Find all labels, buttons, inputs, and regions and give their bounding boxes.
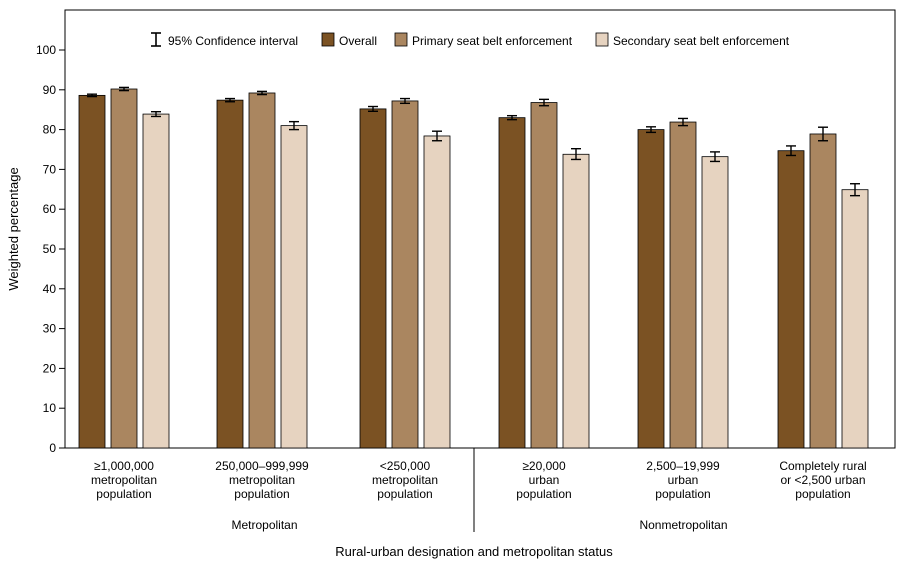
bar — [669, 121, 697, 449]
y-tick-label: 60 — [43, 202, 57, 216]
x-tick-label: metropolitan — [229, 473, 295, 487]
x-tick-label: population — [516, 487, 571, 501]
legend-swatch-secondary — [595, 32, 609, 47]
bar — [391, 100, 419, 449]
error-bar — [850, 183, 860, 197]
bar — [777, 150, 805, 449]
bar — [562, 153, 590, 449]
bar — [498, 117, 526, 449]
x-tick-label: ≥1,000,000 — [94, 459, 154, 473]
x-tick-label: urban — [668, 473, 699, 487]
error-bar — [257, 90, 267, 96]
bar — [280, 125, 308, 449]
bar — [701, 156, 729, 449]
bar — [248, 92, 276, 449]
y-axis-title: Weighted percentage — [6, 167, 21, 290]
y-tick-label: 100 — [36, 43, 56, 57]
y-tick-label: 70 — [43, 162, 57, 176]
legend-ci-icon — [151, 32, 161, 47]
group-label: Metropolitan — [231, 518, 297, 532]
x-tick-label: urban — [529, 473, 560, 487]
y-tick-label: 50 — [43, 242, 57, 256]
x-tick-label: population — [96, 487, 151, 501]
legend-label-primary: Primary seat belt enforcement — [412, 34, 573, 48]
error-bar — [539, 98, 549, 107]
x-tick-label: population — [655, 487, 710, 501]
x-tick-label: ≥20,000 — [522, 459, 566, 473]
error-bar — [151, 110, 161, 118]
error-bar — [571, 148, 581, 161]
error-bar — [87, 93, 97, 98]
x-axis: ≥1,000,000metropolitanpopulation250,000–… — [91, 459, 867, 501]
legend-swatch-primary — [394, 32, 408, 47]
error-bar — [678, 117, 688, 127]
bars — [78, 88, 869, 449]
error-bar — [225, 97, 235, 103]
bar — [841, 189, 869, 449]
error-bar — [818, 126, 828, 142]
bar — [110, 88, 138, 449]
plot-frame — [64, 9, 896, 449]
x-tick-label: Completely rural — [779, 459, 866, 473]
x-tick-label: 2,500–19,999 — [646, 459, 720, 473]
y-tick-label: 90 — [43, 83, 57, 97]
y-tick-label: 80 — [43, 123, 57, 137]
error-bar — [646, 126, 656, 134]
y-tick-label: 10 — [43, 401, 57, 415]
bar — [359, 108, 387, 449]
error-bar — [786, 145, 796, 157]
x-tick-label: metropolitan — [91, 473, 157, 487]
group-labels: Metropolitan Nonmetropolitan — [231, 518, 727, 532]
group-label: Nonmetropolitan — [639, 518, 727, 532]
error-bar — [710, 151, 720, 163]
bar — [423, 135, 451, 449]
x-tick-label: population — [234, 487, 289, 501]
y-tick-label: 40 — [43, 282, 57, 296]
bar — [142, 113, 170, 449]
x-tick-label: population — [377, 487, 432, 501]
bar — [78, 94, 106, 449]
error-bar — [400, 97, 410, 105]
legend-label-overall: Overall — [339, 34, 377, 48]
x-axis-title: Rural-urban designation and metropolitan… — [335, 544, 613, 559]
error-bar — [368, 105, 378, 112]
bar — [809, 133, 837, 449]
error-bar — [432, 130, 442, 142]
x-tick-label: <250,000 — [380, 459, 431, 473]
y-axis: 0 10 20 30 40 50 60 70 80 90 100 — [36, 43, 65, 455]
error-bar — [507, 114, 517, 121]
y-tick-label: 0 — [49, 441, 56, 455]
legend-swatch-overall — [321, 32, 335, 47]
error-bars — [87, 86, 860, 197]
legend-label-secondary: Secondary seat belt enforcement — [613, 34, 790, 48]
bar — [216, 99, 244, 449]
bar — [637, 129, 665, 449]
x-tick-label: population — [795, 487, 850, 501]
x-tick-label: metropolitan — [372, 473, 438, 487]
bar — [530, 102, 558, 449]
y-tick-label: 30 — [43, 322, 57, 336]
error-bar — [289, 120, 299, 131]
x-tick-label: or <2,500 urban — [780, 473, 865, 487]
legend-ci-label: 95% Confidence interval — [168, 34, 298, 48]
x-tick-label: 250,000–999,999 — [215, 459, 309, 473]
y-tick-label: 20 — [43, 361, 57, 375]
error-bar — [119, 86, 129, 92]
legend: 95% Confidence interval Overall Primary … — [151, 32, 790, 48]
